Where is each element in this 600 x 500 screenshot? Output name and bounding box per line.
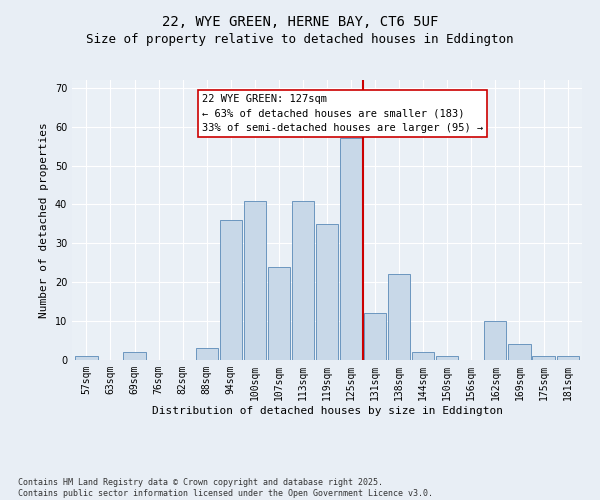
Bar — [364, 314, 386, 360]
Bar — [76, 356, 98, 360]
Bar — [124, 352, 146, 360]
Bar — [220, 220, 242, 360]
Bar — [484, 321, 506, 360]
Bar — [436, 356, 458, 360]
Text: 22, WYE GREEN, HERNE BAY, CT6 5UF: 22, WYE GREEN, HERNE BAY, CT6 5UF — [162, 15, 438, 29]
Bar — [388, 274, 410, 360]
Bar — [508, 344, 530, 360]
Bar — [244, 200, 266, 360]
Text: Contains HM Land Registry data © Crown copyright and database right 2025.
Contai: Contains HM Land Registry data © Crown c… — [18, 478, 433, 498]
Y-axis label: Number of detached properties: Number of detached properties — [39, 122, 49, 318]
Text: 22 WYE GREEN: 127sqm
← 63% of detached houses are smaller (183)
33% of semi-deta: 22 WYE GREEN: 127sqm ← 63% of detached h… — [202, 94, 483, 133]
Bar — [412, 352, 434, 360]
Bar — [532, 356, 554, 360]
X-axis label: Distribution of detached houses by size in Eddington: Distribution of detached houses by size … — [151, 406, 503, 415]
Bar — [316, 224, 338, 360]
Bar — [557, 356, 578, 360]
Bar — [196, 348, 218, 360]
Bar — [292, 200, 314, 360]
Bar — [268, 266, 290, 360]
Text: Size of property relative to detached houses in Eddington: Size of property relative to detached ho… — [86, 32, 514, 46]
Bar — [340, 138, 362, 360]
